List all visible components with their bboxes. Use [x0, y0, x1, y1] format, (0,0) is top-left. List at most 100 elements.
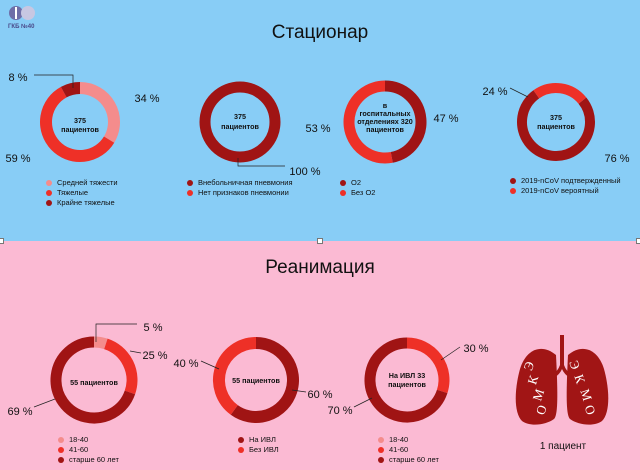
legend-swatch — [340, 180, 346, 186]
legend-item: старше 60 лет — [378, 455, 439, 465]
donut-center-label: 375 — [550, 113, 562, 122]
section-title-icu: Реанимация — [265, 257, 375, 278]
slice-percent-label: 8 % — [9, 72, 28, 84]
legend-swatch — [187, 190, 193, 196]
slice-percent-label: 69 % — [7, 406, 32, 418]
legend-label: Тяжелые — [57, 188, 89, 197]
donut-center-label: 375 — [234, 112, 246, 121]
slice-percent-label: 30 % — [463, 343, 488, 355]
leader-line — [440, 346, 461, 361]
legend-swatch — [510, 188, 516, 194]
donut-slice — [79, 82, 120, 143]
legend-item: Без O2 — [340, 188, 375, 198]
legend-swatch — [58, 437, 64, 443]
logo-icon — [9, 6, 35, 20]
donut-slice — [230, 337, 299, 423]
donut-center-label: пациентов — [537, 122, 575, 131]
legend-item: 18-40 — [378, 435, 439, 445]
legend-swatch — [46, 200, 52, 206]
slice-percent-label: 47 % — [433, 113, 458, 125]
leader-line — [129, 350, 142, 354]
legend-item: O2 — [340, 178, 375, 188]
donut-center-label: пациентов — [61, 125, 99, 134]
donut-center-label: 55 пациентов — [232, 376, 280, 385]
legend-swatch — [46, 180, 52, 186]
donut-center-label: На ИВЛ 33 — [389, 371, 425, 380]
legend-item: Внебольничная пневмония — [187, 178, 293, 188]
legend-label: 18-40 — [69, 435, 89, 444]
legend-chart-4: 2019-nCoV подтвержденный 2019-nCoV вероят… — [510, 176, 621, 196]
slice-percent-label: 100 % — [289, 166, 320, 178]
legend-swatch — [58, 447, 64, 453]
leader-line — [291, 389, 307, 393]
legend-swatch — [58, 457, 64, 463]
legend-label: Без ИВЛ — [249, 445, 279, 454]
legend-item: 2019-nCoV вероятный — [510, 186, 621, 196]
legend-swatch — [187, 180, 193, 186]
legend-label: 18-40 — [389, 435, 409, 444]
legend-swatch — [378, 457, 384, 463]
donut-slice — [517, 90, 595, 161]
legend-swatch — [340, 190, 346, 196]
donut-center-label: пациентов — [366, 125, 404, 134]
legend-item: 41-60 — [378, 445, 439, 455]
donut-slice — [93, 336, 108, 350]
selection-handle[interactable] — [0, 238, 4, 244]
selection-handle[interactable] — [317, 238, 323, 244]
slice-percent-label: 40 % — [173, 358, 198, 370]
donut-slice — [199, 81, 281, 163]
legend-label: Без O2 — [351, 188, 376, 197]
donut-slice — [533, 83, 587, 104]
donut-center-label: пациентов — [221, 122, 259, 131]
leader-line — [200, 360, 220, 370]
legend-chart-2: Внебольничная пневмония Нет признаков пне… — [187, 178, 293, 198]
legend-item: старше 60 лет — [58, 455, 119, 465]
legend-swatch — [510, 178, 516, 184]
selection-handle[interactable] — [636, 238, 640, 244]
donut-slice — [103, 338, 138, 395]
slice-percent-label: 34 % — [134, 93, 159, 105]
leader-line — [34, 74, 74, 88]
legend-swatch — [238, 447, 244, 453]
slice-percent-label: 53 % — [305, 123, 330, 135]
donut-slice — [50, 336, 136, 424]
legend-chart-7: 18-40 41-60 старше 60 лет — [378, 435, 439, 465]
legend-label: старше 60 лет — [389, 455, 439, 464]
legend-item: Средней тяжести — [46, 178, 118, 188]
slice-percent-label: 5 % — [144, 322, 163, 334]
legend-item: Нет признаков пневмонии — [187, 188, 293, 198]
donut-center-label: 375 — [74, 116, 86, 125]
slice-percent-label: 76 % — [604, 153, 629, 165]
leader-line — [95, 323, 137, 342]
slice-percent-label: 70 % — [327, 405, 352, 417]
legend-label: 41-60 — [389, 445, 409, 454]
legend-label: На ИВЛ — [249, 435, 276, 444]
donut-slice — [406, 337, 450, 394]
legend-label: Нет признаков пневмонии — [198, 188, 289, 197]
donut-slice — [364, 337, 448, 423]
inpatient-panel — [0, 0, 640, 241]
legend-chart-5: 18-40 41-60 старше 60 лет — [58, 435, 119, 465]
logo-text: ГКБ №40 — [8, 24, 35, 30]
donut-center-label: 55 пациентов — [70, 378, 118, 387]
legend-label: 2019-nCoV вероятный — [521, 186, 599, 195]
leader-line — [237, 158, 285, 167]
legend-item: 2019-nCoV подтвержденный — [510, 176, 621, 186]
legend-swatch — [378, 447, 384, 453]
legend-item: Без ИВЛ — [238, 445, 279, 455]
donut-slice — [343, 80, 393, 164]
donut-center-label: в — [383, 101, 388, 110]
lungs-icon — [515, 335, 609, 425]
legend-label: 41-60 — [69, 445, 89, 454]
legend-label: Внебольничная пневмония — [198, 178, 293, 187]
slice-percent-label: 24 % — [482, 86, 507, 98]
donut-center-label: госпитальных — [360, 109, 411, 118]
legend-chart-1: Средней тяжести Тяжелые Крайне тяжелые — [46, 178, 118, 208]
legend-swatch — [378, 437, 384, 443]
legend-item: 41-60 — [58, 445, 119, 455]
legend-item: На ИВЛ — [238, 435, 279, 445]
slice-percent-label: 59 % — [5, 153, 30, 165]
legend-swatch — [46, 190, 52, 196]
donut-slice — [384, 80, 427, 163]
